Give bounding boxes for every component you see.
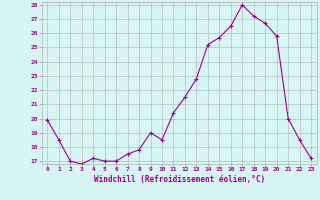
X-axis label: Windchill (Refroidissement éolien,°C): Windchill (Refroidissement éolien,°C) [94, 175, 265, 184]
